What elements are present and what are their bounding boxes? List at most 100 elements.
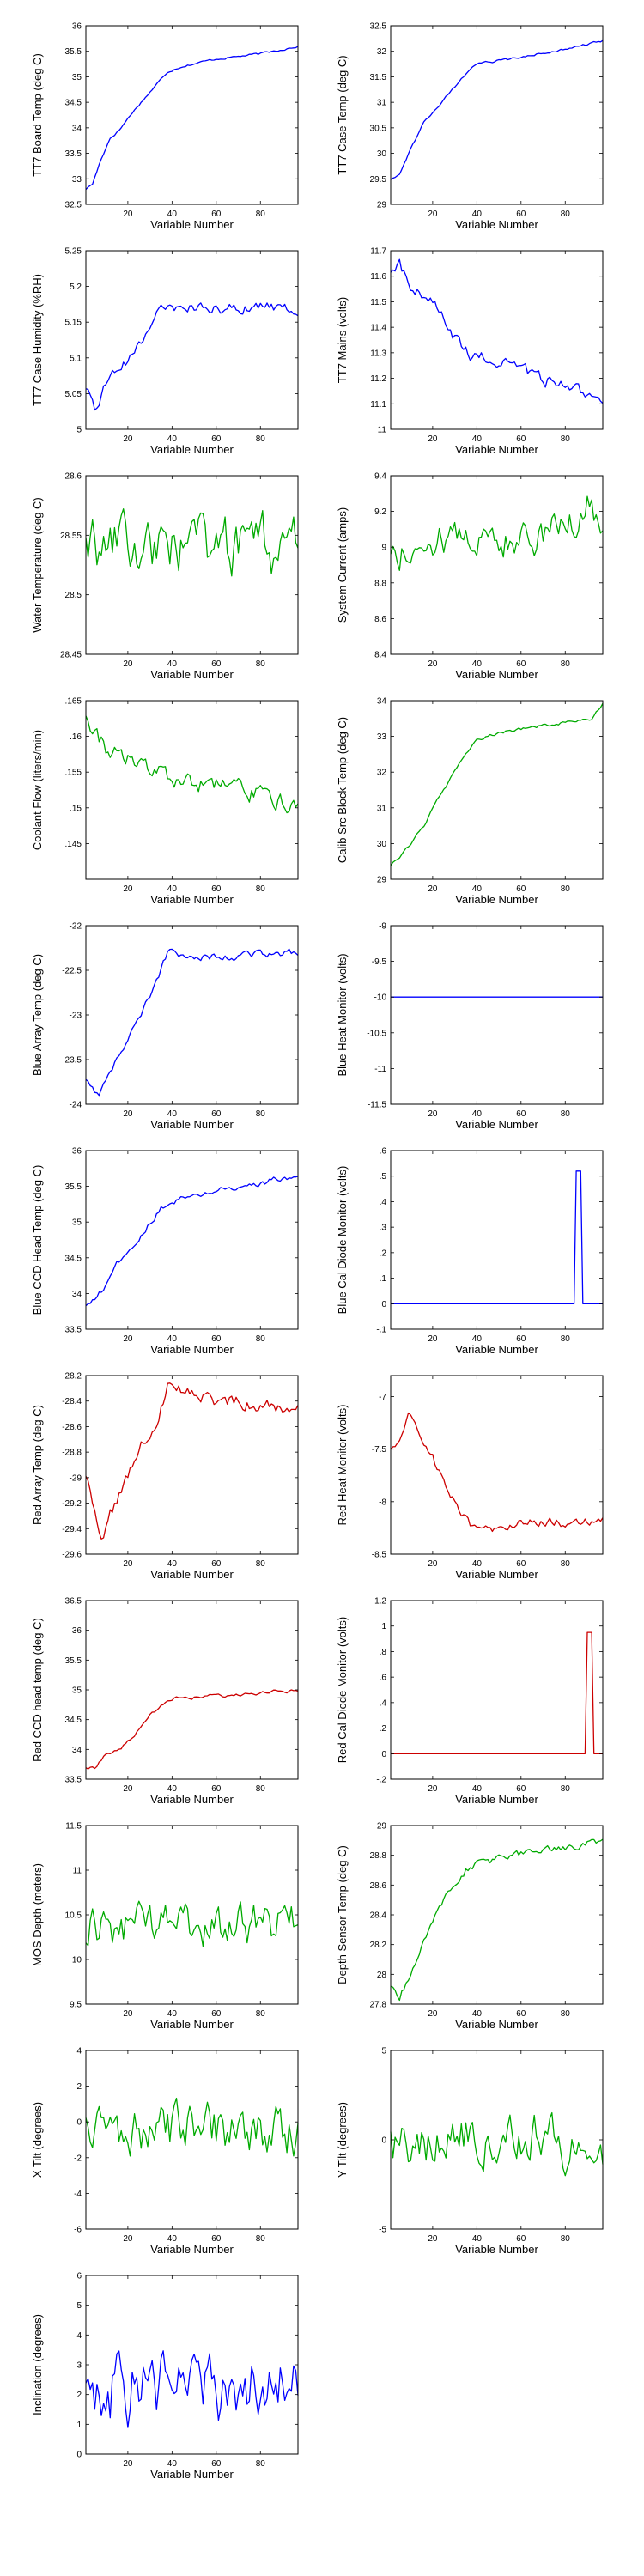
y-tick-label: 11: [378, 426, 387, 435]
axes-box: [85, 475, 299, 655]
y-tick-label: -23: [70, 1012, 82, 1021]
y-tick-label: 34: [72, 1290, 82, 1299]
x-tick-label: 20: [428, 434, 438, 444]
series-line: [85, 948, 299, 1097]
y-tick-label: 35.5: [65, 1182, 82, 1192]
y-tick-label: -11: [374, 1065, 386, 1074]
x-tick-label: 20: [428, 1334, 438, 1344]
y-tick-label: 0: [381, 2136, 386, 2146]
chart-depth_sensor_temp: 27.8 28 28.2 28.4 28.6 28.8 29 20 40 60 80 Variable…: [336, 1822, 604, 2031]
y-tick-label: -29.4: [62, 1525, 82, 1534]
x-tick-label: 20: [123, 659, 133, 669]
y-tick-label: -4: [74, 2190, 82, 2199]
y-axis-label: MOS Depth (meters): [31, 1863, 44, 1966]
y-tick-label: 35.5: [65, 1656, 82, 1666]
x-tick-label: 80: [561, 434, 571, 444]
y-tick-label: .15: [70, 804, 82, 813]
y-tick-label: 33: [72, 175, 82, 185]
y-tick-label: -10: [374, 993, 387, 1003]
y-tick-label: 8.4: [374, 651, 386, 660]
x-tick-label: 60: [516, 1559, 526, 1569]
y-tick-label: 28.8: [370, 1851, 387, 1861]
y-tick-label: -5: [379, 2226, 386, 2235]
chart-tt7_board_temp: 32.5 33 33.5 34 34.5 35 35.5 36 20 40 60 80 Variable…: [31, 22, 299, 231]
y-tick-label: -9: [379, 922, 386, 932]
x-tick-label: 80: [561, 884, 571, 894]
x-tick-label: 40: [167, 659, 178, 669]
chart-tt7_case_temp: 29 29.5 30 30.5 31 31.5 32 32.5 20 40 60 80 Variable…: [336, 22, 604, 231]
y-tick-label: 35: [72, 1686, 82, 1696]
y-tick-label: 5.25: [65, 247, 82, 257]
y-tick-label: 32.5: [65, 201, 82, 210]
axes-box: [390, 700, 604, 880]
x-tick-label: 20: [123, 210, 133, 219]
y-tick-label: 34.5: [65, 99, 82, 108]
y-tick-label: 0: [76, 2451, 82, 2460]
y-axis-label: Calib Src Block Temp (deg C): [336, 717, 349, 863]
y-axis-label: TT7 Board Temp (deg C): [31, 53, 44, 177]
y-tick-label: 11.2: [370, 374, 386, 384]
chart-system_current: 8.4 8.6 8.8 9 9.2 9.4 20 40 60 80 Variable Number S…: [336, 472, 604, 681]
y-axis-label: Coolant Flow (liters/min): [31, 730, 44, 850]
y-tick-label: 36: [72, 1626, 82, 1636]
x-tick-label: 80: [256, 884, 266, 894]
x-tick-label: 80: [561, 659, 571, 669]
x-tick-label: 20: [123, 1559, 133, 1569]
x-tick-label: 40: [472, 1559, 483, 1569]
chart-blue_heat_monitor: -11.5 -11 -10.5 -10 -9.5 -9 20 40 60 80 Variable N…: [336, 922, 604, 1131]
y-tick-label: 11.3: [370, 349, 386, 358]
series-line: [85, 1176, 299, 1307]
y-tick-label: 11.4: [370, 324, 386, 333]
x-tick-label: 60: [211, 1559, 222, 1569]
y-tick-label: .4: [380, 1198, 387, 1207]
x-tick-label: 20: [428, 2009, 438, 2019]
y-tick-label: .145: [65, 840, 82, 849]
y-tick-label: 36: [72, 22, 82, 32]
y-tick-label: .6: [380, 1147, 387, 1157]
x-tick-label: 60: [516, 2234, 526, 2244]
x-tick-label: 80: [561, 2009, 571, 2019]
y-tick-label: 36: [72, 1147, 82, 1157]
x-tick-label: 60: [211, 1334, 222, 1344]
y-tick-label: 29: [377, 876, 387, 885]
y-axis-label: Blue Heat Monitor (volts): [336, 953, 349, 1076]
chart-water_temperature: 28.45 28.5 28.55 28.6 20 40 60 80 Variable Numbe…: [31, 472, 299, 681]
y-tick-label: .2: [380, 1724, 387, 1734]
series-line: [390, 258, 604, 404]
chart-blue_array_temp: -24 -23.5 -23 -22.5 -22 20 40 60 80 Variable Numb…: [31, 922, 299, 1131]
y-tick-label: 9: [381, 544, 386, 553]
y-tick-label: 1.2: [374, 1597, 386, 1607]
x-tick-label: 40: [167, 210, 178, 219]
y-tick-label: 34.5: [65, 1254, 82, 1263]
x-axis-label: Variable Number: [455, 1118, 538, 1131]
x-axis-label: Variable Number: [150, 2468, 234, 2481]
x-tick-label: 60: [211, 2009, 222, 2019]
y-tick-label: 33.5: [65, 1776, 82, 1785]
y-tick-label: -8.5: [372, 1551, 387, 1560]
y-tick-label: 36.5: [65, 1597, 82, 1607]
axes-box: [390, 475, 604, 655]
x-axis-label: Variable Number: [455, 668, 538, 681]
series-line: [390, 1838, 604, 2002]
y-tick-label: 11.5: [370, 298, 386, 307]
y-axis-label: TT7 Case Temp (deg C): [336, 55, 349, 174]
x-tick-label: 40: [472, 434, 483, 444]
y-tick-label: 32: [377, 769, 387, 778]
axes-box: [390, 925, 604, 1105]
y-tick-label: 5.2: [70, 283, 82, 292]
axes-box: [85, 250, 299, 430]
series-line: [85, 1900, 299, 1947]
series-line: [85, 2097, 299, 2157]
chart-red_ccd_head_temp: 33.5 34 34.5 35 35.5 36 36.5 20 40 60 80 Variable N…: [31, 1597, 299, 1806]
series-line: [391, 1170, 603, 1304]
y-tick-label: -28.8: [62, 1449, 82, 1458]
y-tick-label: -22.5: [62, 967, 82, 976]
y-tick-label: -7: [379, 1393, 386, 1402]
chart-red_heat_monitor: -8.5 -8 -7.5 -7 20 40 60 80 Variable Number Red H…: [336, 1375, 604, 1581]
x-tick-label: 20: [123, 434, 133, 444]
y-tick-label: 31.5: [370, 73, 387, 82]
series-line: [390, 702, 604, 866]
x-tick-label: 40: [472, 2009, 483, 2019]
y-axis-label: Red Heat Monitor (volts): [336, 1405, 349, 1526]
